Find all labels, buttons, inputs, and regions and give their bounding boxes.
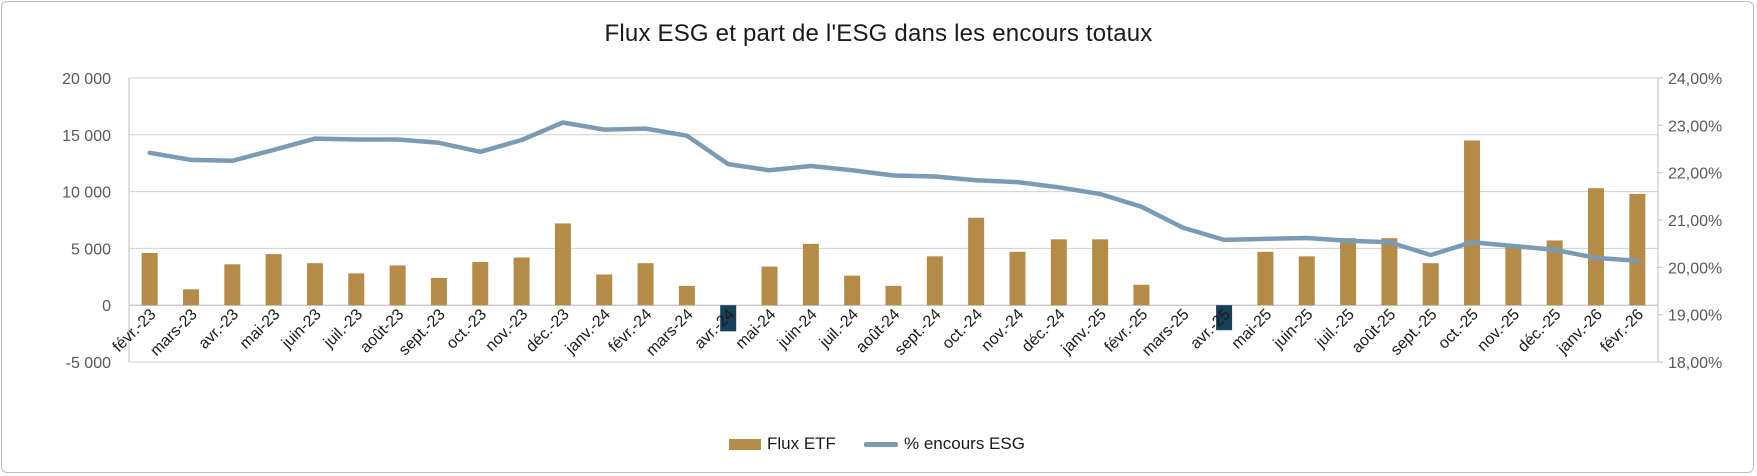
bar <box>1422 263 1439 306</box>
bar <box>1092 239 1109 306</box>
chart-title: Flux ESG et part de l'ESG dans les encou… <box>604 20 1153 47</box>
x-tick-label: mai-23 <box>237 306 284 353</box>
bar <box>1298 256 1315 306</box>
bar <box>844 275 861 306</box>
bar <box>720 305 737 332</box>
bar <box>1009 251 1026 306</box>
legend-swatch-line <box>864 441 898 447</box>
y-left-tick-label: 15 000 <box>62 128 111 145</box>
x-tick-label: oct.-24 <box>939 306 986 353</box>
bar <box>1340 238 1357 306</box>
y-left-tick-label: 20 000 <box>62 71 111 88</box>
bar <box>1216 305 1233 331</box>
legend-item-flux-etf: Flux ETF <box>729 434 836 454</box>
bar <box>472 262 489 306</box>
x-tick-label: juin-24 <box>774 306 821 353</box>
x-tick-label: nov.-23 <box>482 306 531 355</box>
x-tick-label: juin-25 <box>1270 306 1317 353</box>
bar <box>1546 240 1563 306</box>
chart-legend: Flux ETF % encours ESG <box>0 434 1757 458</box>
legend-item-encours-esg: % encours ESG <box>864 434 1025 454</box>
bar <box>1588 188 1605 306</box>
bar <box>761 266 778 306</box>
x-tick-label: oct.-23 <box>443 306 490 353</box>
y-right-tick-label: 22,00% <box>1668 166 1722 183</box>
bar <box>1050 239 1067 306</box>
y-left-tick-label: 5 000 <box>71 241 111 258</box>
x-tick-label: sept.-24 <box>892 306 945 359</box>
x-tick-label: oct.-25 <box>1435 306 1482 353</box>
bar <box>968 217 985 306</box>
x-tick-label: avr.-23 <box>196 306 243 353</box>
y-left-tick-label: -5 000 <box>66 355 111 372</box>
y-left-tick-label: 0 <box>102 298 111 315</box>
line-series-encours-esg <box>147 120 1640 263</box>
bar <box>596 274 613 306</box>
bar <box>182 289 199 306</box>
bar <box>637 263 654 306</box>
bar <box>430 277 447 306</box>
legend-label-flux-etf: Flux ETF <box>767 434 836 453</box>
legend-swatch-bar <box>729 438 761 450</box>
bar <box>1381 238 1398 306</box>
bar <box>885 285 902 306</box>
x-tick-label: janv.-25 <box>1058 306 1110 358</box>
y-left-tick-label: 10 000 <box>62 185 111 202</box>
bar <box>141 252 158 306</box>
bar <box>678 285 695 306</box>
x-tick-label: janv.-26 <box>1554 306 1606 358</box>
x-tick-label: mai-25 <box>1229 306 1276 353</box>
bar <box>554 223 571 306</box>
y-right-tick-label: 21,00% <box>1668 213 1722 230</box>
x-tick-label: nov.-24 <box>978 306 1027 355</box>
bar <box>1257 251 1274 306</box>
bar <box>513 257 530 306</box>
y-right-tick-label: 20,00% <box>1668 260 1722 277</box>
y-right-tick-label: 23,00% <box>1668 118 1722 135</box>
y-right-tick-label: 24,00% <box>1668 71 1722 88</box>
bar <box>1505 247 1522 306</box>
legend-label-encours-esg: % encours ESG <box>904 434 1025 453</box>
bar <box>1629 193 1646 306</box>
bar <box>348 273 365 306</box>
y-right-tick-label: 18,00% <box>1668 355 1722 372</box>
bar <box>1133 284 1150 306</box>
y-right-tick-label: 19,00% <box>1668 308 1722 325</box>
bar <box>306 263 323 306</box>
x-tick-label: sept.-25 <box>1388 306 1441 359</box>
x-tick-label: nov.-25 <box>1474 306 1523 355</box>
bar <box>1464 140 1481 306</box>
bar <box>265 254 282 306</box>
x-tick-label: mai-24 <box>733 306 780 353</box>
bar <box>802 243 819 306</box>
x-tick-label: févr.-26 <box>1597 306 1647 356</box>
bar <box>389 265 406 306</box>
x-tick-label: juin-23 <box>278 306 325 353</box>
bar <box>926 256 943 306</box>
bar <box>224 264 241 306</box>
x-tick-label: janv.-24 <box>562 306 614 358</box>
x-tick-label: sept.-23 <box>396 306 449 359</box>
